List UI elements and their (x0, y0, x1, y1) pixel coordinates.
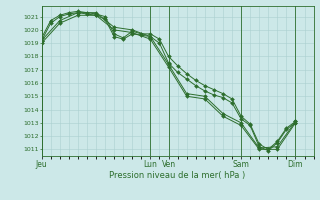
X-axis label: Pression niveau de la mer( hPa ): Pression niveau de la mer( hPa ) (109, 171, 246, 180)
